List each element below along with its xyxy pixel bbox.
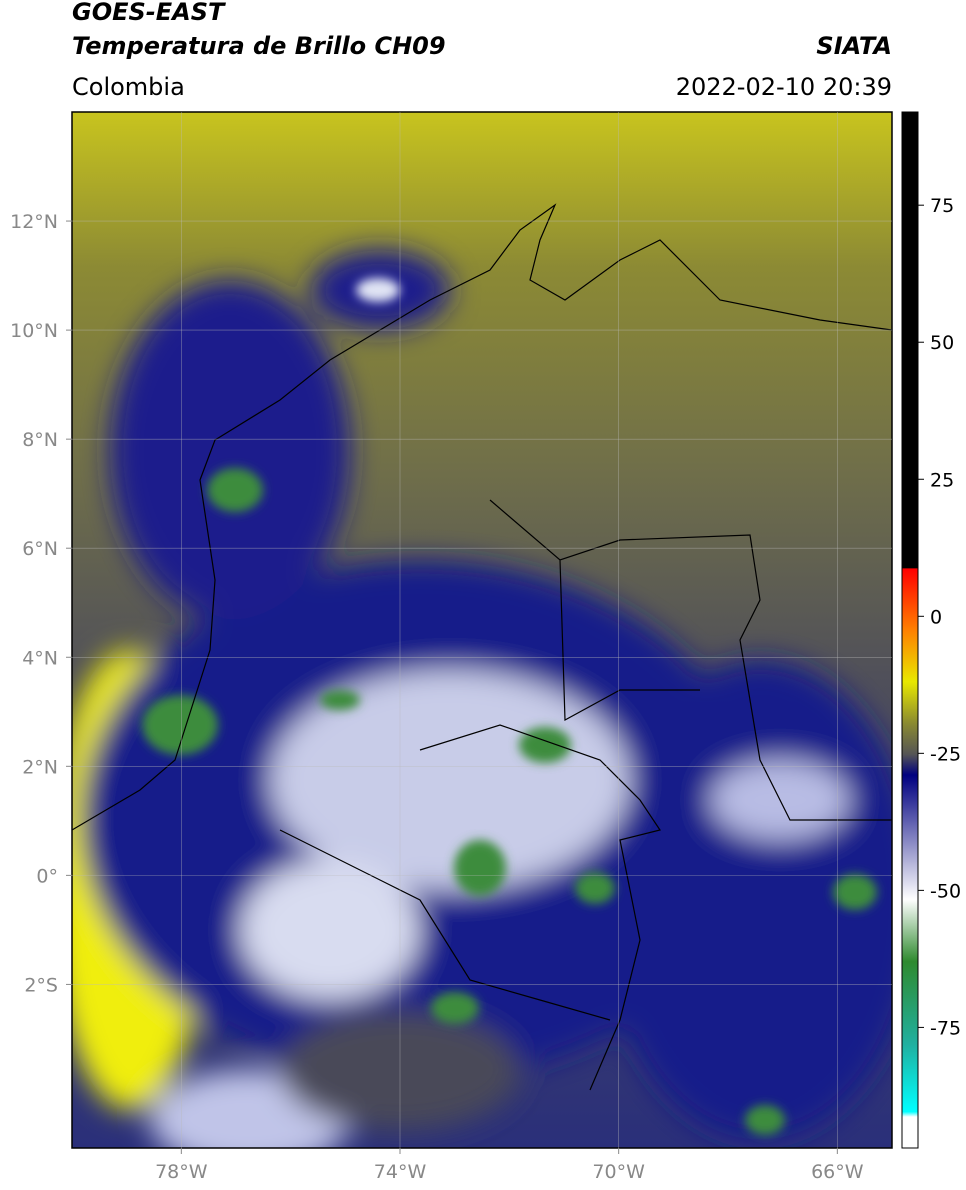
datetime: 2022-02-10 20:39 <box>676 73 892 101</box>
borders <box>71 203 893 1091</box>
x-tick-label: 70°W <box>592 1161 645 1183</box>
y-tick-label: 8°N <box>22 429 58 451</box>
y-tick-label: 6°N <box>22 538 58 560</box>
x-tick-label: 78°W <box>155 1161 208 1183</box>
colorbar-tick-label: 25 <box>930 469 954 491</box>
title-line2: Temperatura de Brillo CH09 <box>72 32 446 60</box>
y-tick-label: 4°N <box>22 647 58 669</box>
source: SIATA <box>816 32 892 60</box>
colorbar-tick-label: 75 <box>930 195 954 217</box>
y-tick-label: 12°N <box>10 211 58 233</box>
colorbar-tick-label: -50 <box>930 880 961 902</box>
colorbar-tick-label: -25 <box>930 743 961 765</box>
title-line1: GOES-EAST <box>72 0 226 26</box>
colorbar-tick-label: 0 <box>930 606 942 628</box>
y-tick-label: 2°S <box>24 974 58 996</box>
x-tick-label: 74°W <box>374 1161 427 1183</box>
region: Colombia <box>72 73 185 101</box>
y-tick-label: 10°N <box>10 320 58 342</box>
y-tick-label: 0° <box>36 865 58 887</box>
colorbar-tick-label: 50 <box>930 332 954 354</box>
y-tick-label: 2°N <box>22 756 58 778</box>
x-tick-label: 66°W <box>811 1161 864 1183</box>
map-frame <box>71 111 893 1149</box>
satellite-image <box>72 112 892 1148</box>
colorbar <box>901 111 919 1149</box>
colorbar-tick-label: -75 <box>930 1017 961 1039</box>
